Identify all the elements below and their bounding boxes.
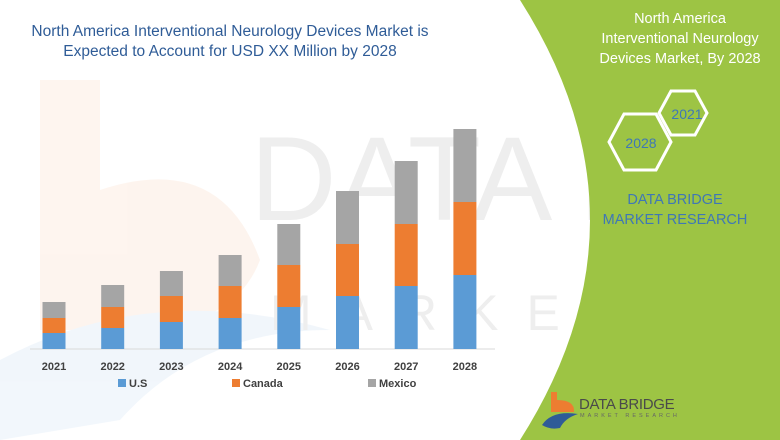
bar-canada-2025 bbox=[277, 265, 301, 307]
bar-mexico-2023 bbox=[159, 271, 183, 296]
bar-us-2028 bbox=[453, 275, 477, 349]
bar-us-2024 bbox=[218, 318, 242, 349]
bar-canada-2021 bbox=[42, 318, 66, 333]
bar-mexico-2025 bbox=[277, 224, 301, 265]
x-tick-label: 2021 bbox=[42, 361, 66, 373]
bar-us-2023 bbox=[159, 322, 183, 349]
x-tick-label: 2022 bbox=[100, 361, 124, 373]
legend-label: Mexico bbox=[379, 378, 417, 390]
bar-canada-2024 bbox=[218, 286, 242, 318]
x-tick-label: 2023 bbox=[159, 361, 183, 373]
bar-canada-2027 bbox=[394, 224, 418, 286]
bar-mexico-2026 bbox=[336, 191, 359, 244]
legend-label: Canada bbox=[243, 378, 284, 390]
x-tick-label: 2027 bbox=[394, 361, 418, 373]
bar-canada-2022 bbox=[101, 307, 125, 328]
bar-mexico-2027 bbox=[394, 161, 418, 224]
bar-us-2026 bbox=[336, 296, 359, 349]
legend-swatch-canada bbox=[232, 379, 240, 387]
hex-2028-label: 2028 bbox=[625, 135, 656, 151]
x-tick-label: 2026 bbox=[335, 361, 359, 373]
x-tick-label: 2028 bbox=[453, 361, 477, 373]
bar-canada-2028 bbox=[453, 202, 477, 275]
bar-us-2027 bbox=[394, 286, 418, 349]
brand-name: DATA BRIDGE MARKET RESEARCH bbox=[602, 192, 748, 228]
logo-text: DATA BRIDGE bbox=[579, 396, 675, 413]
hex-2021-label: 2021 bbox=[671, 106, 702, 122]
bar-us-2021 bbox=[42, 333, 66, 349]
bar-us-2025 bbox=[277, 307, 301, 349]
bar-us-2022 bbox=[101, 328, 125, 349]
x-tick-label: 2025 bbox=[277, 361, 301, 373]
green-panel bbox=[520, 0, 780, 440]
x-tick-label: 2024 bbox=[218, 361, 243, 373]
legend-swatch-mexico bbox=[368, 379, 376, 387]
bar-mexico-2028 bbox=[453, 129, 477, 202]
bar-mexico-2022 bbox=[101, 285, 125, 307]
hexagon-2028 bbox=[607, 112, 673, 172]
legend-label: U.S bbox=[129, 378, 147, 390]
page-title: North America Interventional Neurology D… bbox=[31, 23, 429, 60]
bar-canada-2023 bbox=[159, 296, 183, 322]
logo-icon bbox=[542, 392, 578, 429]
panel-title: North America Interventional Neurology D… bbox=[599, 11, 761, 67]
bar-mexico-2024 bbox=[218, 255, 242, 286]
bar-mexico-2021 bbox=[42, 302, 66, 318]
hexagon-2021 bbox=[657, 89, 709, 137]
legend-swatch-us bbox=[118, 379, 126, 387]
bar-canada-2026 bbox=[336, 244, 359, 296]
logo-subtext: MARKET RESEARCH bbox=[580, 413, 680, 419]
